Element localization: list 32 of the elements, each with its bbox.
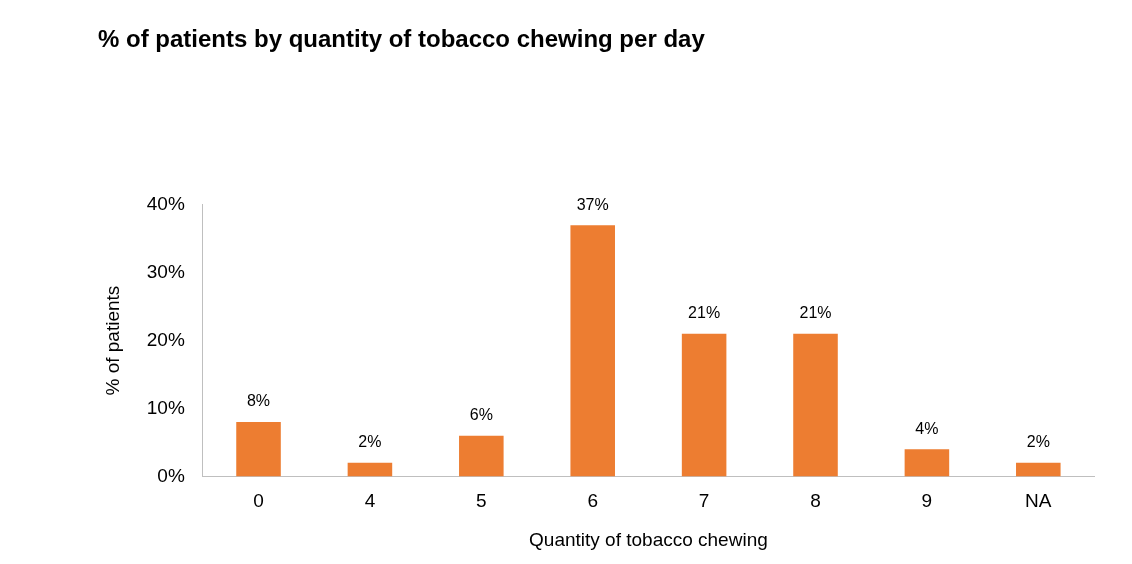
data-label: 37% <box>576 195 609 213</box>
data-label: 4% <box>915 419 939 437</box>
bar <box>904 449 950 477</box>
x-tick-label: NA <box>1025 490 1052 512</box>
y-tick-label: 0% <box>157 464 185 486</box>
y-tick-label: 30% <box>146 260 185 282</box>
x-tick-label: 7 <box>698 490 710 512</box>
bar <box>459 435 504 477</box>
x-tick-label: 8 <box>810 490 821 512</box>
y-axis-title: % of patients <box>101 285 123 396</box>
bar <box>1016 462 1061 477</box>
x-tick-label: 6 <box>587 490 598 512</box>
x-tick-label: 5 <box>476 490 487 512</box>
data-label: 2% <box>1026 433 1050 451</box>
y-tick-label: 10% <box>146 396 185 418</box>
data-label: 2% <box>358 433 382 451</box>
data-label: 6% <box>469 406 493 424</box>
bar <box>681 333 727 477</box>
x-tick-label: 4 <box>364 490 376 512</box>
bar <box>347 462 393 477</box>
bar <box>570 225 615 477</box>
bar <box>236 422 281 477</box>
bar <box>793 333 838 477</box>
data-label: 21% <box>799 304 832 322</box>
data-label: 21% <box>688 304 721 322</box>
y-tick-label: 20% <box>146 328 185 350</box>
x-tick-label: 9 <box>921 490 933 512</box>
data-label: 8% <box>246 392 271 410</box>
x-axis-title: Quantity of tobacco chewing <box>529 528 768 550</box>
y-tick-label: 40% <box>146 193 185 215</box>
x-tick-label: 0 <box>253 490 264 512</box>
chart-title: % of patients by quantity of tobacco chewing per day <box>98 25 706 53</box>
